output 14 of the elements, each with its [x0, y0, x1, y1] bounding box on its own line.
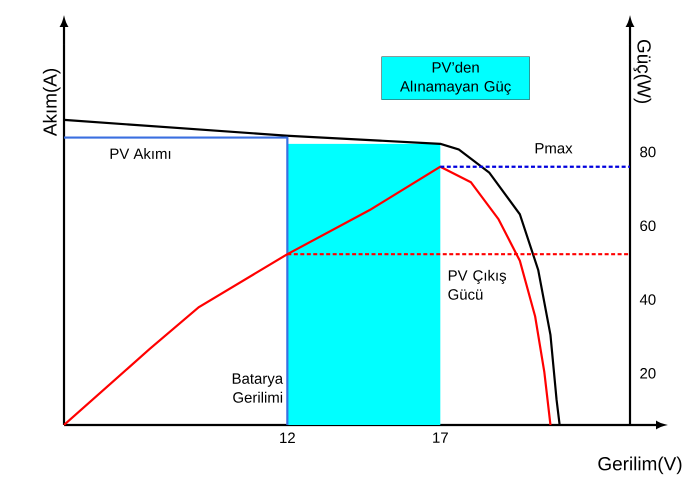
annotation: PV Akımı	[110, 148, 170, 159]
y2-tick-label: 20	[640, 368, 656, 379]
x-tick-label: 12	[280, 432, 295, 443]
x-axis-title: Gerilim(V)	[598, 456, 682, 474]
y2-tick-label: 80	[640, 146, 656, 158]
y2-axis-title: Güç(W)	[634, 40, 652, 104]
y-axis-title: Akım(A)	[42, 68, 60, 136]
annotation: PV Çıkış Gücü	[448, 270, 506, 300]
y2-tick-label: 60	[640, 220, 656, 232]
annotation: Batarya Gerilimi	[232, 373, 284, 403]
x-tick-label: 17	[433, 432, 448, 443]
annotation: PV’den Alınamayan Güç	[400, 62, 511, 95]
annotation: Pmax	[536, 143, 572, 154]
y2-tick-label: 40	[640, 294, 656, 305]
